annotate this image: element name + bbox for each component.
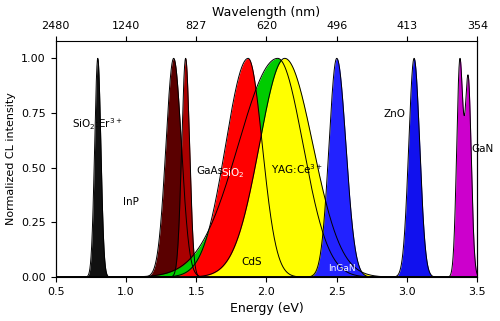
Text: GaAs: GaAs [196, 166, 224, 176]
Text: InGaN: InGaN [328, 264, 356, 273]
X-axis label: Energy (eV): Energy (eV) [230, 302, 304, 316]
X-axis label: Wavelength (nm): Wavelength (nm) [212, 5, 320, 19]
Text: SiO$_2$: SiO$_2$ [222, 167, 245, 180]
Text: InP: InP [123, 197, 139, 207]
Text: CdS: CdS [241, 257, 262, 267]
Text: SiO$_2$:Er$^{3+}$: SiO$_2$:Er$^{3+}$ [72, 117, 122, 132]
Y-axis label: Normalized CL intensity: Normalized CL intensity [6, 92, 16, 225]
Text: ZnO: ZnO [383, 109, 405, 119]
Text: YAG:Ce$^{3+}$: YAG:Ce$^{3+}$ [270, 162, 323, 176]
Text: GaN: GaN [472, 144, 494, 154]
